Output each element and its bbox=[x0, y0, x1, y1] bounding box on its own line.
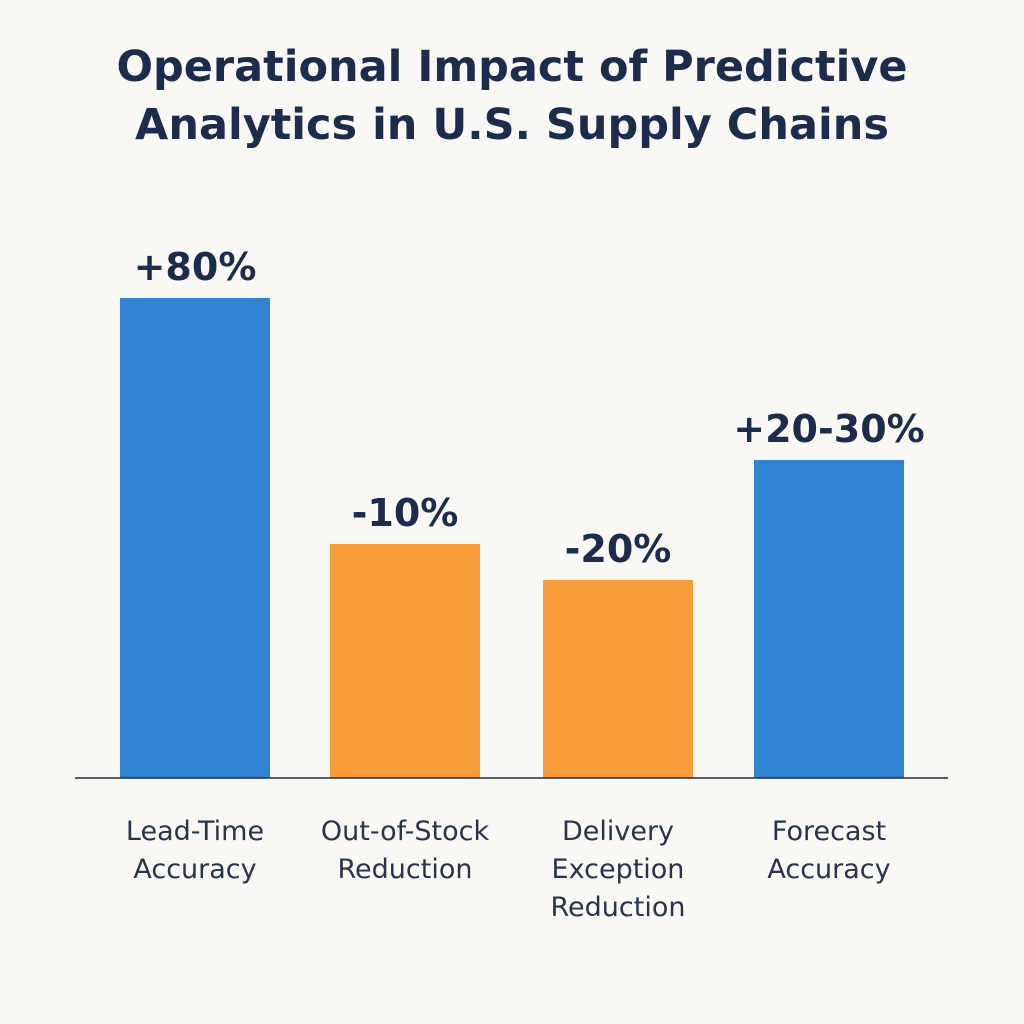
bar-0 bbox=[120, 298, 270, 778]
category-label-0: Lead-Time Accuracy bbox=[126, 816, 264, 885]
category-label-line: Lead-Time bbox=[126, 816, 264, 847]
chart-title-line-2: Analytics in U.S. Supply Chains bbox=[135, 100, 889, 150]
bar-2 bbox=[543, 580, 693, 778]
chart-title: Operational Impact of Predictive Analyti… bbox=[0, 38, 1024, 154]
category-label-line: Accuracy bbox=[767, 854, 890, 885]
category-label-line: Out-of-Stock bbox=[321, 816, 490, 847]
data-label-0: +80% bbox=[134, 245, 257, 289]
category-label-line: Delivery bbox=[562, 816, 674, 847]
bar-3 bbox=[754, 460, 904, 778]
category-label-line: Forecast bbox=[772, 816, 886, 847]
data-label-1: -10% bbox=[352, 491, 459, 535]
category-label-line: Reduction bbox=[551, 892, 686, 923]
category-label-line: Reduction bbox=[338, 854, 473, 885]
chart-title-line-1: Operational Impact of Predictive bbox=[116, 42, 908, 92]
bar-1 bbox=[330, 544, 480, 778]
category-label-1: Out-of-Stock Reduction bbox=[321, 816, 490, 885]
data-label-3: +20-30% bbox=[733, 407, 924, 451]
category-label-line: Accuracy bbox=[133, 854, 256, 885]
category-label-line: Exception bbox=[552, 854, 685, 885]
category-label-3: Forecast Accuracy bbox=[767, 816, 890, 885]
category-label-2: Delivery Exception Reduction bbox=[551, 816, 686, 923]
data-label-2: -20% bbox=[565, 527, 672, 571]
